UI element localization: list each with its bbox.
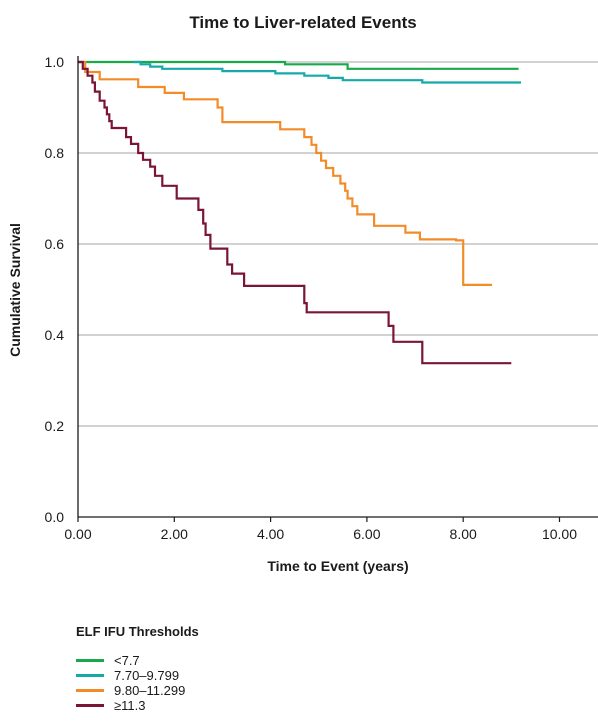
x-axis-label: Time to Event (years) xyxy=(267,558,408,574)
x-tick-label: 0.00 xyxy=(64,526,91,542)
legend-label: <7.7 xyxy=(114,653,140,668)
legend-item: <7.7 xyxy=(76,653,199,668)
legend-label: 9.80–11.299 xyxy=(114,683,186,698)
y-tick-label: 0.6 xyxy=(45,236,65,252)
x-tick-label: 6.00 xyxy=(353,526,380,542)
km-chart: Time to Liver-related Events 0.00.20.40.… xyxy=(7,13,598,574)
series-lines xyxy=(78,60,521,365)
y-tick-label: 0.0 xyxy=(45,509,65,525)
legend: ELF IFU Thresholds <7.7 7.70–9.799 9.80–… xyxy=(76,624,199,713)
x-tick-label: 2.00 xyxy=(161,526,188,542)
legend-swatch-icon xyxy=(76,659,104,662)
series-line-3 xyxy=(78,60,493,286)
series-line-1 xyxy=(78,60,519,70)
legend-swatch-icon xyxy=(76,674,104,677)
x-tick-label: 4.00 xyxy=(257,526,284,542)
legend-item: 7.70–9.799 xyxy=(76,668,199,683)
y-tick-label: 0.8 xyxy=(45,145,65,161)
tick-labels: 0.0 0.2 0.4 0.6 0.8 1.0 0.00 2.00 4.00 6.00 8.00 10… xyxy=(45,54,578,542)
x-tick-label: 10.00 xyxy=(542,526,577,542)
x-tick-label: 8.00 xyxy=(450,526,477,542)
legend-label: 7.70–9.799 xyxy=(114,668,180,683)
axes xyxy=(77,56,598,522)
gridlines xyxy=(78,61,598,427)
y-tick-label: 0.4 xyxy=(45,327,65,343)
y-tick-label: 1.0 xyxy=(45,54,65,70)
series-line-2 xyxy=(133,60,521,84)
y-axis-label: Cumulative Survival xyxy=(7,223,23,357)
series-line-4 xyxy=(78,60,512,365)
chart-title: Time to Liver-related Events xyxy=(189,13,416,32)
legend-item: ≥11.3 xyxy=(76,698,199,713)
legend-swatch-icon xyxy=(76,689,104,692)
legend-label: ≥11.3 xyxy=(114,698,146,713)
legend-swatch-icon xyxy=(76,704,104,707)
legend-item: 9.80–11.299 xyxy=(76,683,199,698)
y-tick-label: 0.2 xyxy=(45,418,65,434)
legend-title: ELF IFU Thresholds xyxy=(76,624,199,639)
